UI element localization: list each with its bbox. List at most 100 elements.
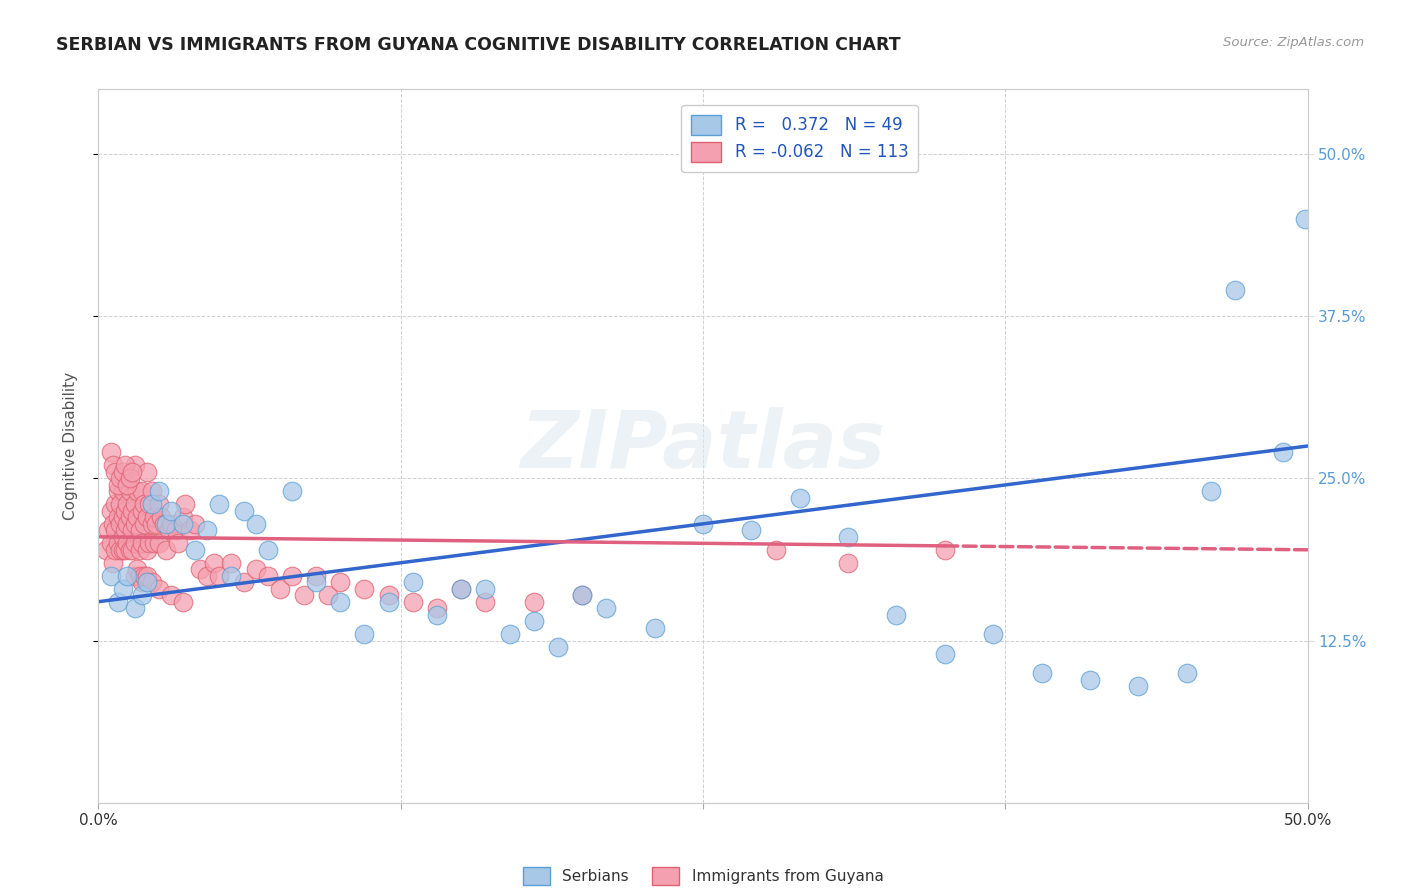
Point [104,524,127,538]
Point [128,568,150,582]
Point [184,542,207,557]
Point [595,601,617,615]
Point [141,575,163,590]
Point [111,542,134,557]
Point [402,595,425,609]
Point [523,614,546,628]
Point [114,542,136,557]
Point [245,516,267,531]
Point [523,595,546,609]
Point [377,595,399,609]
Point [292,588,315,602]
Point [118,510,141,524]
Point [281,484,304,499]
Point [107,595,129,609]
Point [269,582,291,596]
Point [886,607,908,622]
Point [138,536,160,550]
Point [474,582,496,596]
Point [94,542,117,557]
Point [143,510,166,524]
Point [104,497,127,511]
Point [172,595,194,609]
Point [160,588,183,602]
Point [128,542,150,557]
Point [118,484,141,499]
Point [131,575,153,590]
Point [184,516,207,531]
Point [426,601,449,615]
Point [692,516,714,531]
Point [232,504,254,518]
Point [135,568,157,582]
Point [121,542,143,557]
Point [221,568,243,582]
Point [138,497,160,511]
Point [837,530,859,544]
Point [547,640,569,654]
Point [117,568,139,582]
Point [204,556,226,570]
Point [195,568,218,582]
Point [101,516,124,531]
Point [114,458,136,473]
Point [155,516,177,531]
Point [740,524,762,538]
Point [188,562,211,576]
Point [256,542,278,557]
Point [148,497,170,511]
Point [167,536,190,550]
Point [100,445,122,459]
Point [124,568,146,582]
Text: ZIPatlas: ZIPatlas [520,407,886,485]
Point [195,524,218,538]
Point [1078,673,1101,687]
Point [208,497,231,511]
Point [141,497,163,511]
Point [450,582,472,596]
Point [117,497,139,511]
Point [121,465,143,479]
Point [141,484,163,499]
Point [114,504,136,518]
Point [1031,666,1053,681]
Point [135,465,157,479]
Point [148,582,170,596]
Point [221,556,243,570]
Point [100,536,122,550]
Point [131,588,153,602]
Point [150,510,173,524]
Point [100,504,122,518]
Point [148,536,170,550]
Point [121,524,143,538]
Point [108,516,131,531]
Point [837,556,859,570]
Point [108,471,131,485]
Point [145,516,167,531]
Point [131,504,153,518]
Point [108,542,131,557]
Point [108,497,131,511]
Point [1272,445,1295,459]
Point [127,510,149,524]
Point [157,524,180,538]
Point [152,516,174,531]
Point [981,627,1004,641]
Legend: Serbians, Immigrants from Guyana: Serbians, Immigrants from Guyana [516,861,890,891]
Point [97,524,120,538]
Point [124,601,146,615]
Y-axis label: Cognitive Disability: Cognitive Disability [63,372,77,520]
Point [117,536,139,550]
Point [644,621,666,635]
Point [353,627,375,641]
Point [124,458,146,473]
Point [148,484,170,499]
Point [117,478,139,492]
Point [111,582,134,596]
Point [160,516,183,531]
Point [329,595,352,609]
Point [135,542,157,557]
Point [789,491,811,505]
Point [107,478,129,492]
Point [135,575,157,590]
